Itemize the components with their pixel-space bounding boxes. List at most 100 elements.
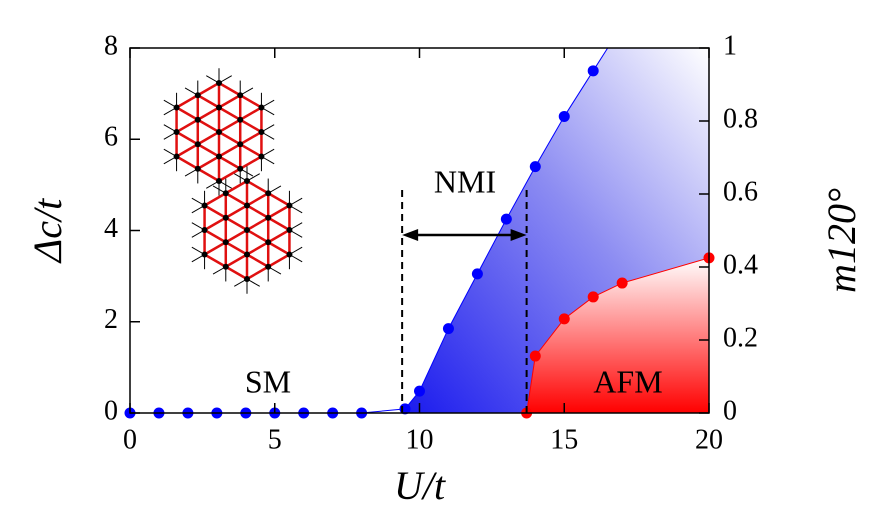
data-point [442,323,454,335]
lattice-site [216,153,222,160]
lattice-bond [218,143,241,158]
lattice-site [286,251,293,258]
data-point [587,65,599,77]
lattice-site [222,239,229,246]
x-axis-label: U/t [394,463,446,508]
lattice-bond [197,94,220,109]
data-point [414,385,425,397]
lattice-bond [218,94,241,109]
lattice-bond [203,204,227,219]
y2-tick-label: 0 [723,395,737,426]
lattice-site [173,129,180,135]
lattice-site [216,104,222,111]
lattice-bond [175,130,199,146]
lattice-bond [175,155,199,170]
lattice-site [244,178,250,184]
data-point [558,313,570,325]
lattice-bond [218,130,241,146]
lattice-site [286,202,293,209]
lattice-bond [246,253,269,268]
phase-label: SM [245,363,291,399]
lattice-bond [246,179,269,195]
lattice-site [194,165,201,172]
lattice-site [237,116,244,123]
lattice-bond [203,216,227,232]
lattice-site [237,141,244,148]
lattice-site [194,92,201,99]
lattice-site [265,263,272,270]
lattice-bond [218,81,241,97]
lattice-bond [246,228,269,244]
lattice-site [265,239,272,246]
y2-tick-label: 0.8 [723,103,758,134]
lattice-bond [225,265,248,281]
data-point [529,350,541,362]
lattice-site [237,165,244,172]
x-tick-label: 5 [268,424,282,455]
lattice-bond [197,143,220,158]
lattice-site [173,153,180,160]
data-point [500,213,512,225]
lattice-bond [267,192,291,207]
lattice-bond [239,155,263,170]
lattice-site [216,178,222,184]
lattice-site [201,202,208,209]
lattice-bond [246,216,269,232]
y-tick-label: 8 [104,30,118,61]
data-point [471,268,483,280]
data-point [558,110,570,122]
lattice-bond [239,94,263,109]
lattice-bond [175,143,199,158]
lattice-bond [239,143,263,158]
lattice-site [258,153,265,160]
series-line [526,257,710,414]
lattice-bond [197,130,220,146]
lattice-site [194,116,201,123]
lattice-site [194,141,201,148]
lattice-site [201,227,208,233]
lattice-bond [175,118,199,134]
lattice-site [216,129,222,135]
lattice-bond [218,106,241,121]
phase-label: NMI [434,163,496,199]
lattice-bond [239,106,263,121]
lattice-site [173,104,180,111]
lattice-bond [218,167,241,183]
y2-tick-label: 0.2 [723,322,758,353]
lattice-bond [197,118,220,134]
lattice-bond [225,204,248,219]
arrow-head [510,229,527,241]
y-tick-label: 2 [104,304,118,335]
lattice-site [222,263,229,270]
lattice-bond [246,241,269,256]
lattice-bond [239,130,263,146]
lattice-site [258,129,265,135]
arrow-head [402,229,419,241]
lattice-bond [203,241,227,256]
lattice-bond [246,204,269,219]
lattice-site [244,251,250,258]
data-point [587,291,599,303]
x-tick-label: 0 [123,424,137,455]
lattice-bond [175,106,199,121]
lattice-bond [267,204,291,219]
lattice-bond [197,155,220,170]
lattice-site [201,251,208,258]
lattice-bond [267,216,291,232]
lattice-bond [246,192,269,207]
lattice-bond [225,241,248,256]
lattice-bond [203,228,227,244]
lattice-site [265,214,272,221]
lattice-bond [197,167,220,183]
lattice-bond [225,179,248,195]
y2-tick-label: 0.4 [723,249,758,280]
lattice-site [237,92,244,99]
y2-tick-label: 0.6 [723,176,758,207]
lattice-site [222,190,229,197]
y2-tick-label: 1 [723,30,737,61]
x-tick-label: 15 [550,424,578,455]
lattice-bond [203,192,227,207]
lattice-bond [225,192,248,207]
y2-axis-label: m120° [819,188,864,293]
lattice-bond [197,81,220,97]
